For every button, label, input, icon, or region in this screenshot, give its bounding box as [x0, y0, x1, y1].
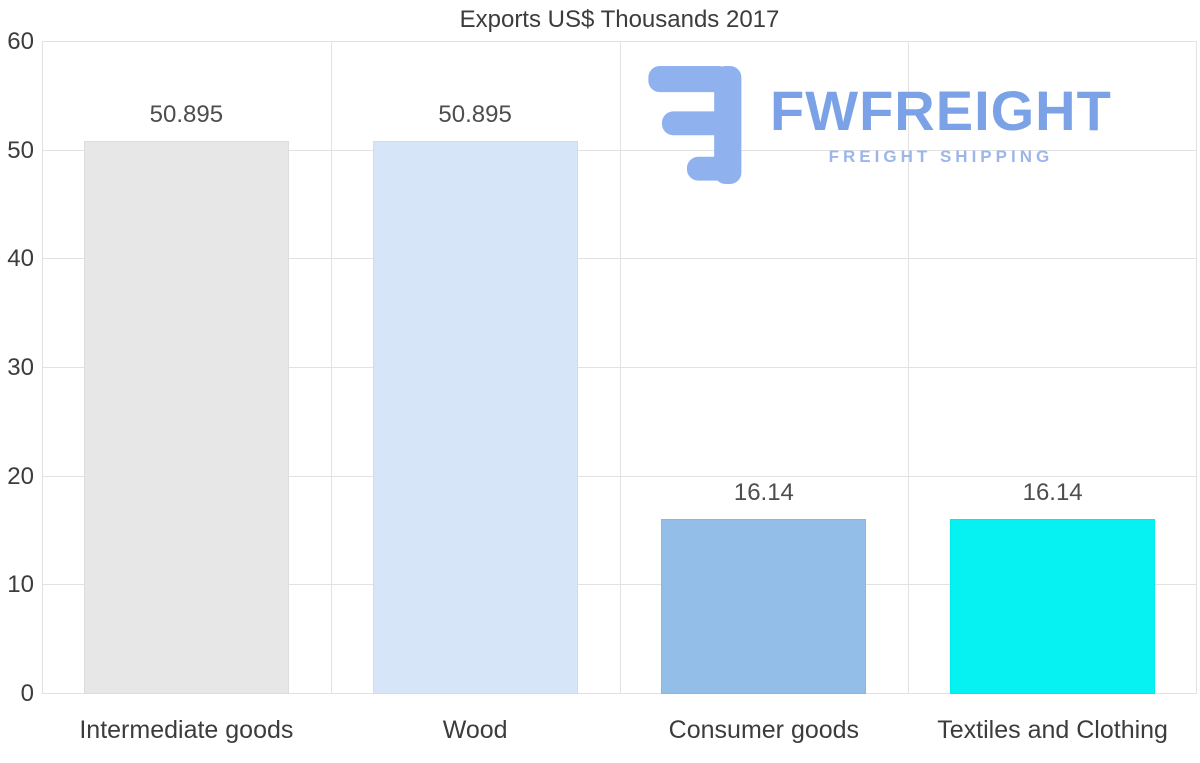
bar-value-label: 16.14 [1022, 478, 1083, 506]
y-axis-tick-label: 30 [7, 354, 34, 381]
chart-title: Exports US$ Thousands 2017 [459, 6, 780, 33]
x-axis-category-label: Wood [442, 715, 508, 744]
x-axis-category-label: Intermediate goods [79, 715, 294, 744]
plot-area: 50.895 50.895 16.14 16.14 [42, 41, 1197, 694]
bar-cell: 16.14 [908, 42, 1197, 694]
bar-value-label: 50.895 [149, 100, 224, 128]
bar-consumer-goods [661, 518, 867, 694]
vertical-gridline [619, 42, 621, 694]
y-axis-tick-label: 40 [7, 245, 34, 273]
horizontal-gridline [42, 41, 1197, 42]
bar-intermediate-goods [83, 140, 289, 694]
bar-value-label: 50.895 [438, 100, 512, 128]
bar-cell: 50.895 [331, 42, 620, 694]
bar-cell: 50.895 [42, 42, 331, 694]
bar-value-label: 16.14 [733, 478, 794, 506]
vertical-gridline [908, 42, 910, 694]
x-axis-category-label: Textiles and Clothing [937, 715, 1168, 744]
y-axis: 0 10 20 30 40 50 60 [0, 30, 36, 706]
bars-container: 50.895 50.895 16.14 16.14 [42, 42, 1197, 694]
y-axis-tick-label: 50 [7, 136, 34, 164]
bar-wood [372, 140, 578, 694]
y-axis-tick-label: 20 [7, 462, 34, 490]
vertical-gridline [330, 42, 332, 694]
x-axis-category-label: Consumer goods [668, 715, 860, 744]
y-axis-tick-label: 60 [7, 28, 34, 55]
bar-textiles-and-clothing [950, 518, 1156, 694]
bar-cell: 16.14 [620, 42, 909, 694]
vertical-gridline [42, 42, 43, 694]
x-axis-labels: Intermediate goods Wood Consumer goods Text… [42, 713, 1197, 747]
y-axis-tick-label: 0 [20, 680, 34, 707]
vertical-gridline [1196, 42, 1197, 694]
y-axis-tick-label: 10 [7, 571, 34, 599]
